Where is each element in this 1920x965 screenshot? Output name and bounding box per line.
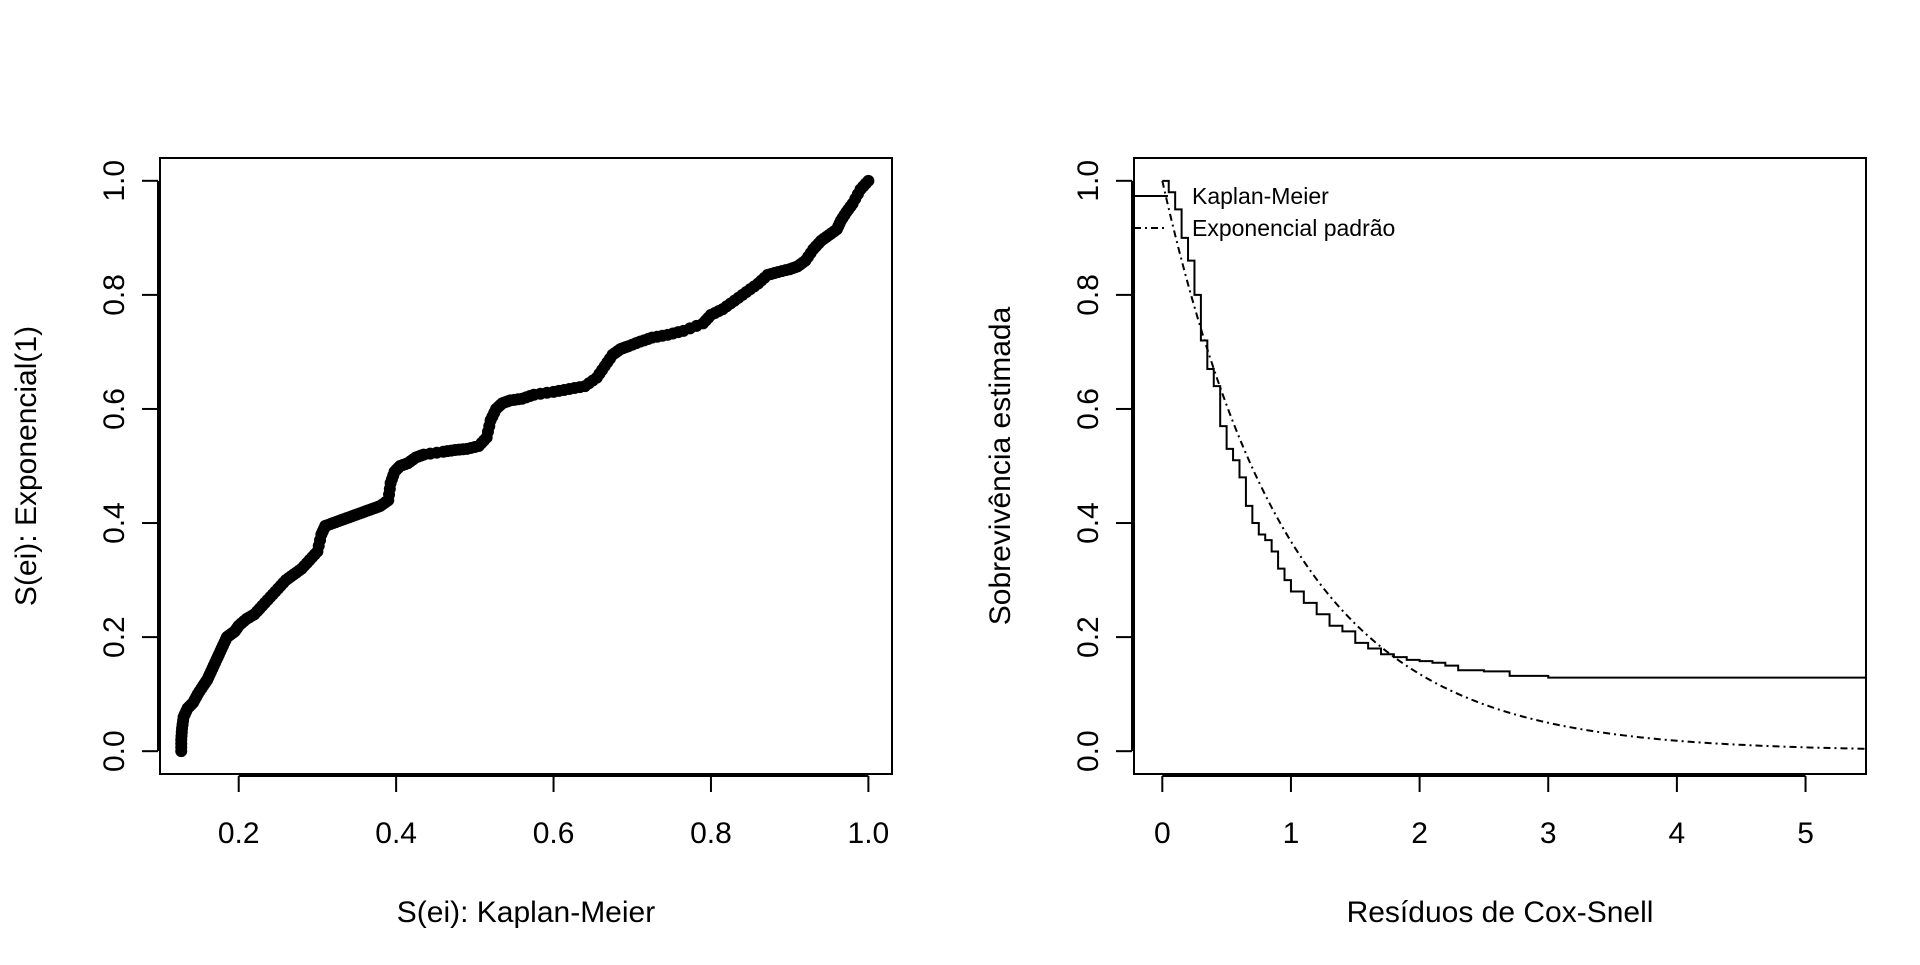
y-axis-title-left: S(ei): Exponencial(1): [10, 326, 43, 606]
x-tick-label: 1: [1283, 817, 1300, 850]
y-tick-label: 0.8: [98, 274, 131, 316]
y-axis-left: 0.0 0.2 0.4 0.6 0.8 1.0: [98, 160, 159, 772]
y-tick-label: 0.2: [1072, 616, 1105, 658]
x-tick-label: 2: [1411, 817, 1428, 850]
x-tick-label: 0.6: [533, 817, 575, 850]
x-tick-label: 3: [1540, 817, 1557, 850]
y-tick-label: 1.0: [1072, 160, 1105, 202]
y-tick-label: 0.6: [98, 388, 131, 430]
plot-frame-right: [1133, 157, 1867, 775]
right-panel: 0 1 2 3 4 5 0.0 0.2 0.4 0.6 0.8 1.0 Kaplan-Meier E…: [984, 157, 1867, 929]
y-tick-label: 0.0: [98, 730, 131, 772]
kaplan-meier-line: [1162, 179, 1867, 679]
x-tick-label: 5: [1797, 817, 1814, 850]
y-tick-label: 0.2: [98, 616, 131, 658]
y-tick-label: 1.0: [98, 160, 131, 202]
scatter-points: [175, 174, 875, 758]
exponencial-curve: [1161, 180, 1867, 750]
x-tick-label: 4: [1669, 817, 1686, 850]
legend-label-exponencial: Exponencial padrão: [1192, 215, 1395, 241]
x-tick-label: 0: [1154, 817, 1171, 850]
y-tick-label: 0.6: [1072, 388, 1105, 430]
y-tick-label: 0.4: [1072, 502, 1105, 544]
x-tick-label: 1.0: [848, 817, 890, 850]
legend-label-kaplan-meier: Kaplan-Meier: [1192, 183, 1329, 209]
y-axis-right: 0.0 0.2 0.4 0.6 0.8 1.0: [1072, 160, 1133, 772]
y-axis-title-right: Sobrevivência estimada: [984, 306, 1017, 625]
y-tick-label: 0.8: [1072, 274, 1105, 316]
y-tick-label: 0.0: [1072, 730, 1105, 772]
x-axis-title-right: Resíduos de Cox-Snell: [1347, 896, 1654, 929]
x-axis-title-left: S(ei): Kaplan-Meier: [397, 896, 655, 929]
scatter-point: [862, 174, 875, 187]
plot-frame-left: [159, 157, 893, 775]
y-tick-label: 0.4: [98, 502, 131, 544]
left-panel: 0.2 0.4 0.6 0.8 1.0 0.0 0.2 0.4 0.6 0.8 1.0 S(ei)…: [10, 157, 893, 929]
x-axis-right: 0 1 2 3 4 5: [1154, 775, 1814, 850]
x-tick-label: 0.4: [375, 817, 417, 850]
x-tick-label: 0.8: [690, 817, 732, 850]
x-axis-left: 0.2 0.4 0.6 0.8 1.0: [218, 775, 890, 850]
legend: Kaplan-Meier Exponencial padrão: [1134, 183, 1395, 241]
survival-curves: [1161, 179, 1867, 750]
x-tick-label: 0.2: [218, 817, 260, 850]
